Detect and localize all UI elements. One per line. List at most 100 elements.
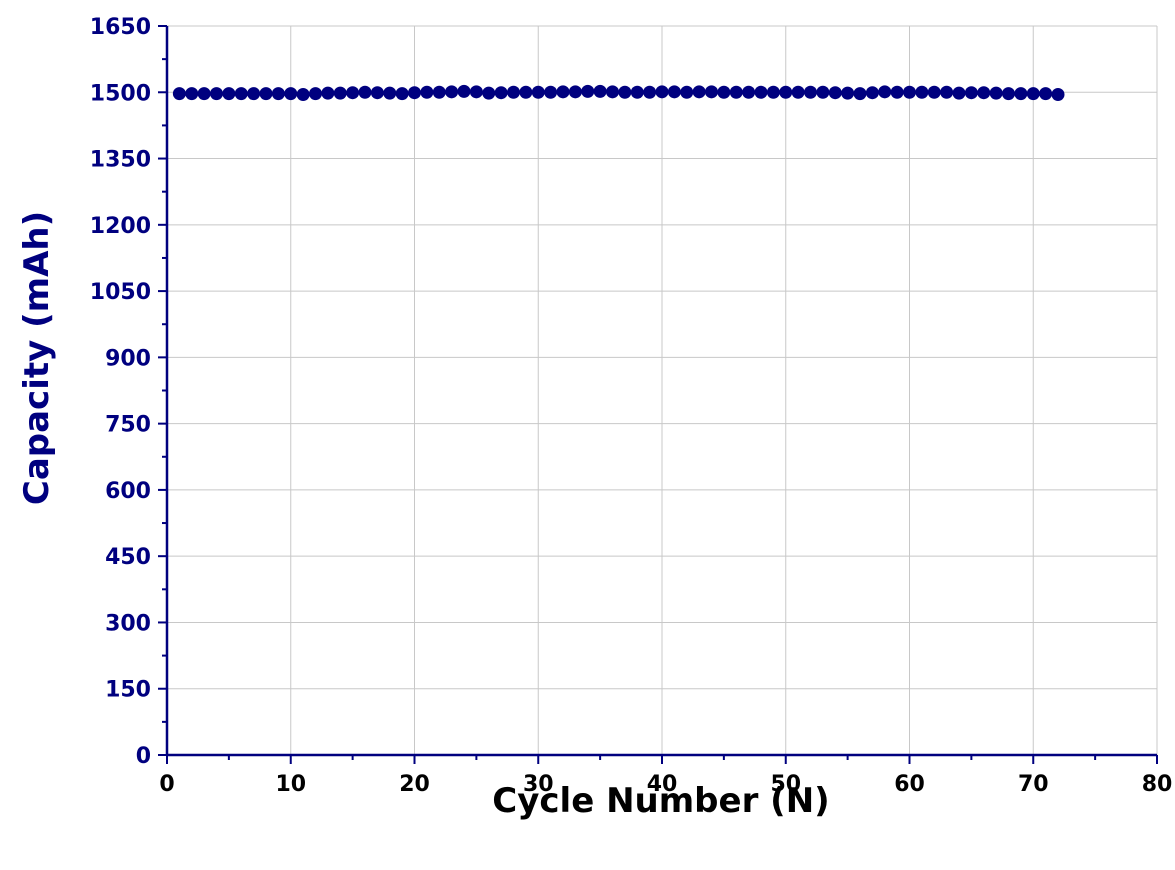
data-point xyxy=(296,87,310,101)
data-point xyxy=(952,86,966,100)
x-tick-label: 40 xyxy=(647,772,678,797)
data-point xyxy=(865,86,879,100)
data-point xyxy=(568,85,582,99)
data-point xyxy=(494,86,508,100)
data-point xyxy=(878,85,892,99)
data-point xyxy=(544,85,558,99)
data-point xyxy=(259,87,273,101)
data-point xyxy=(643,85,657,99)
data-point xyxy=(531,85,545,99)
data-point xyxy=(507,85,520,99)
data-point xyxy=(408,86,421,100)
data-point xyxy=(346,86,360,100)
data-point xyxy=(804,85,817,99)
y-tick-label: 0 xyxy=(136,744,151,769)
grid-lines xyxy=(167,25,1158,755)
y-tick-label: 750 xyxy=(105,413,151,438)
data-point xyxy=(333,86,347,100)
data-point xyxy=(828,86,842,100)
x-tick-label: 70 xyxy=(1018,772,1049,797)
data-point xyxy=(210,87,223,101)
data-point xyxy=(742,85,756,99)
data-point xyxy=(1002,87,1015,101)
data-point xyxy=(445,85,459,99)
data-point xyxy=(853,87,867,101)
x-tick-label: 50 xyxy=(770,772,801,797)
data-point xyxy=(606,85,619,99)
data-point xyxy=(630,85,644,99)
data-point xyxy=(692,85,706,99)
data-point xyxy=(185,87,199,101)
data-point xyxy=(1014,87,1028,101)
data-point xyxy=(705,85,718,99)
data-point xyxy=(370,86,384,100)
data-point xyxy=(618,85,632,99)
x-tick-label: 10 xyxy=(275,772,306,797)
data-point xyxy=(222,87,236,101)
data-point xyxy=(940,85,954,99)
data-point xyxy=(816,85,830,99)
data-series xyxy=(172,84,1065,101)
x-axis-title: Cycle Number (N) xyxy=(492,781,829,821)
data-point xyxy=(890,85,904,99)
data-point xyxy=(779,85,793,99)
data-point xyxy=(655,85,669,99)
data-point xyxy=(927,85,941,99)
data-point xyxy=(729,85,743,99)
x-axis-ticks: 0 10 20 30 40 50 60 70 80 xyxy=(159,755,1172,797)
data-point xyxy=(482,86,496,100)
y-tick-label: 1650 xyxy=(90,15,151,40)
x-tick-label: 0 xyxy=(159,772,174,797)
data-point xyxy=(457,84,471,98)
y-axis-title: Capacity (mAh) xyxy=(17,211,57,505)
y-tick-label: 600 xyxy=(105,479,151,504)
y-axis-ticks: 0 150 300 450 600 750 900 1050 1200 1350 1500 1650 xyxy=(90,15,167,769)
data-point xyxy=(1026,87,1040,101)
y-tick-label: 1500 xyxy=(90,81,151,106)
data-point xyxy=(519,85,533,99)
data-point xyxy=(915,85,929,99)
data-point xyxy=(593,84,607,98)
data-point xyxy=(841,86,855,100)
data-point xyxy=(321,86,335,100)
y-tick-label: 450 xyxy=(105,545,151,570)
data-point xyxy=(432,85,446,99)
data-point xyxy=(680,85,694,99)
data-point xyxy=(469,85,483,99)
data-point xyxy=(903,85,916,99)
data-point xyxy=(717,85,731,99)
data-point xyxy=(754,85,768,99)
data-point xyxy=(284,87,298,101)
data-point xyxy=(791,85,805,99)
y-tick-label: 150 xyxy=(105,678,151,703)
data-point xyxy=(383,86,397,100)
x-tick-label: 20 xyxy=(399,772,430,797)
data-point xyxy=(989,86,1003,100)
y-tick-label: 900 xyxy=(105,346,151,371)
data-point xyxy=(964,86,978,100)
x-tick-label: 30 xyxy=(523,772,554,797)
data-point xyxy=(581,84,595,98)
data-point xyxy=(247,87,261,101)
data-point xyxy=(358,85,372,99)
data-point xyxy=(766,85,780,99)
data-point xyxy=(395,87,409,101)
data-point xyxy=(1039,87,1053,101)
data-point xyxy=(1051,87,1065,101)
data-point xyxy=(420,85,434,99)
data-point xyxy=(172,87,186,101)
data-point xyxy=(197,87,211,101)
data-point xyxy=(556,85,570,99)
data-point xyxy=(667,85,681,99)
data-point xyxy=(234,87,248,101)
x-tick-label: 80 xyxy=(1142,772,1173,797)
y-tick-label: 1200 xyxy=(90,214,151,239)
y-tick-label: 1050 xyxy=(90,280,151,305)
data-point xyxy=(309,87,322,101)
data-point xyxy=(977,86,991,100)
x-tick-label: 60 xyxy=(894,772,925,797)
data-point xyxy=(271,87,285,101)
y-tick-label: 300 xyxy=(105,611,151,636)
y-tick-label: 1350 xyxy=(90,148,151,173)
